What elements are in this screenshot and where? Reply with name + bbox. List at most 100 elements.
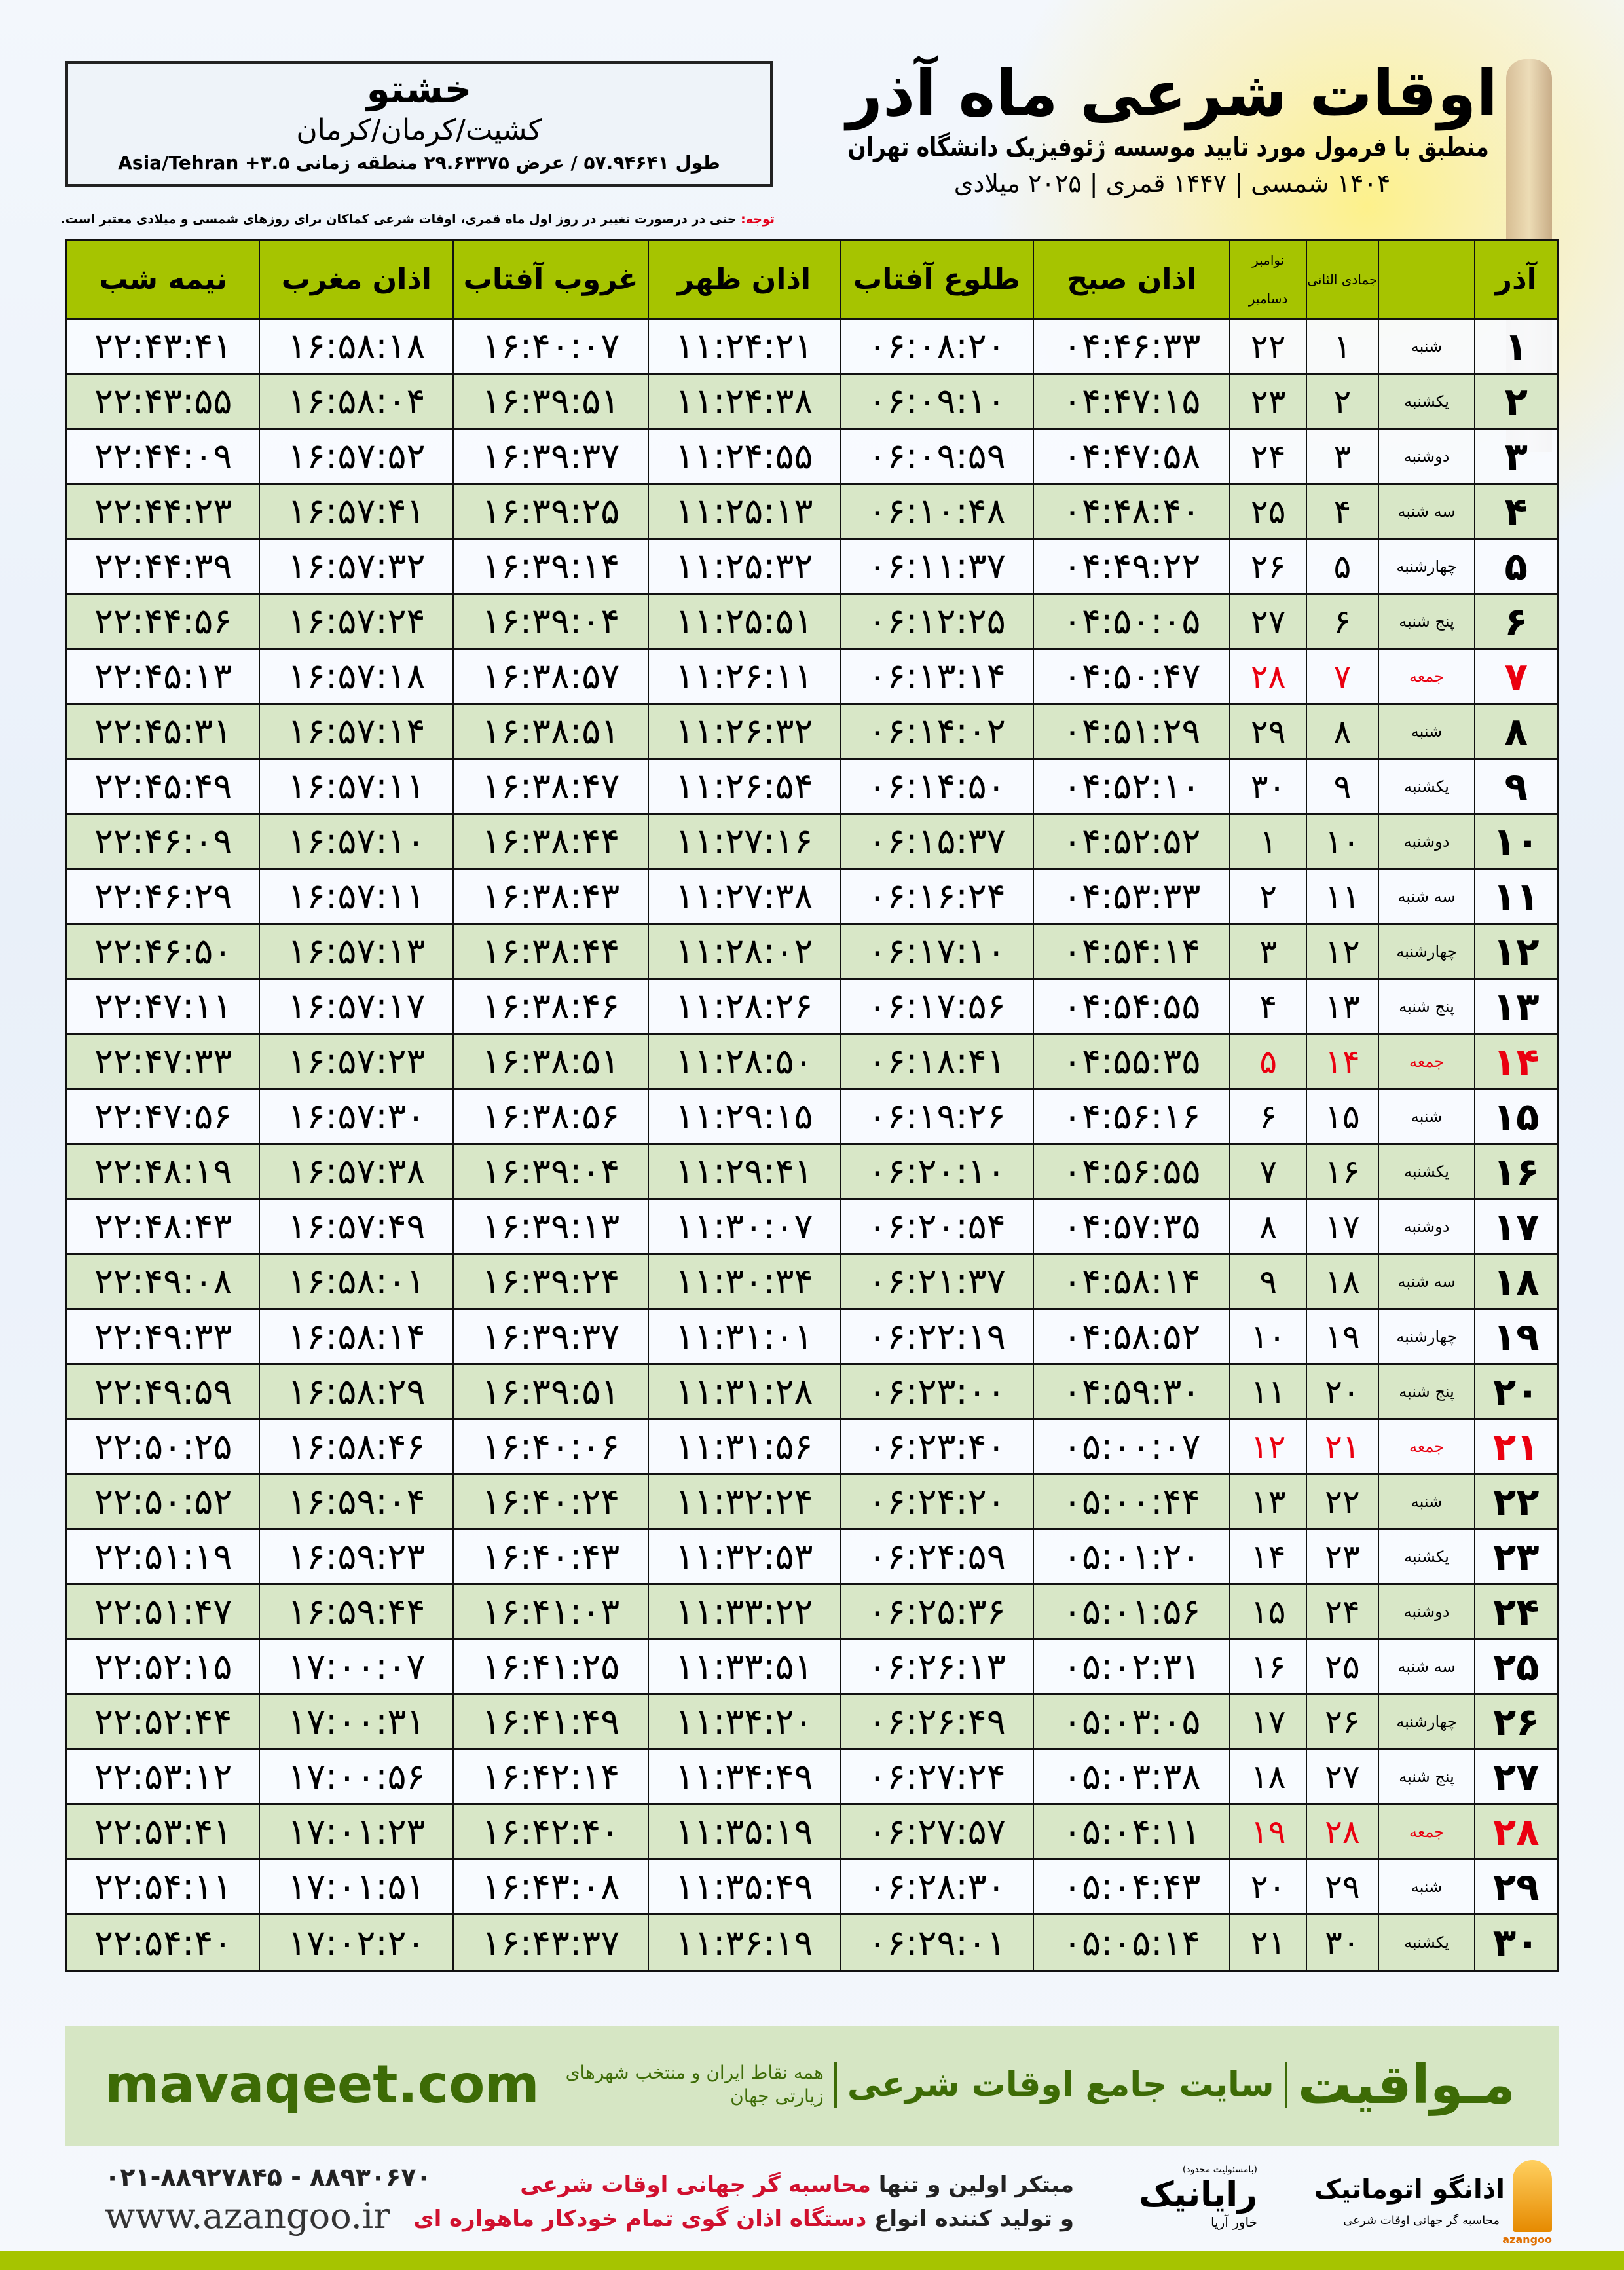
cell-sunrise: ۰۶:۲۶:۱۳ xyxy=(839,1640,1033,1693)
cell-greg: ۲۷ xyxy=(1229,595,1306,648)
cell-sunset: ۱۶:۳۹:۱۳ xyxy=(452,1200,647,1253)
cell-sunrise: ۰۶:۱۹:۲۶ xyxy=(839,1090,1033,1143)
cell-midnight: ۲۲:۴۸:۱۹ xyxy=(94,1151,232,1192)
cell-fajr: ۰۵:۰۰:۰۷ xyxy=(1033,1420,1229,1473)
cell-sunrise: ۰۶:۲۶:۴۹ xyxy=(839,1695,1033,1748)
cell-fajr: ۰۵:۰۱:۵۶ xyxy=(1033,1585,1229,1638)
table-row: ۱۲ چهارشنبه ۱۲ ۳ ۰۴:۵۴:۱۴ ۰۶:۱۷:۱۰ ۱۱:۲۸:۰۲ ۱۶:… xyxy=(67,925,1557,980)
cell-midnight: ۲۲:۴۴:۲۳ xyxy=(94,491,232,532)
cell-fajr: ۰۴:۴۷:۵۸ xyxy=(1033,430,1229,483)
cell-midnight: ۲۲:۵۲:۴۴ xyxy=(94,1701,232,1742)
city-name: خشتو xyxy=(366,67,472,111)
cell-hijri: ۲۶ xyxy=(1306,1695,1378,1748)
cell-day: ۲۰ xyxy=(1474,1365,1557,1418)
table-row: ۲۱ جمعه ۲۱ ۱۲ ۰۵:۰۰:۰۷ ۰۶:۲۳:۴۰ ۱۱:۳۱:۵۶ ۱۶:۴۰:… xyxy=(67,1420,1557,1475)
cell-dhuhr: ۱۱:۲۵:۱۳ xyxy=(647,485,840,538)
cell-dhuhr: ۱۱:۲۴:۲۱ xyxy=(647,320,840,373)
cell-day: ۷ xyxy=(1474,650,1557,703)
cell-greg: ۶ xyxy=(1229,1090,1306,1143)
cell-sunset: ۱۶:۳۹:۳۷ xyxy=(452,1310,647,1363)
cell-sunset: ۱۶:۳۸:۵۷ xyxy=(452,650,647,703)
cell-dhuhr: ۱۱:۲۷:۱۶ xyxy=(647,815,840,868)
promo-line1-highlight: محاسبه گر جهانی اوقات شرعی xyxy=(520,2172,871,2198)
cell-midnight: ۲۲:۴۸:۴۳ xyxy=(94,1206,232,1247)
cell-sunset: ۱۶:۴۰:۰۷ xyxy=(452,320,647,373)
cell-sunset: ۱۶:۳۸:۴۶ xyxy=(452,980,647,1033)
cell-maghrib: ۱۶:۵۷:۲۳ xyxy=(259,1035,452,1088)
azangoo-website[interactable]: www.azangoo.ir xyxy=(105,2195,390,2237)
region-name: کشیت/کرمان/کرمان xyxy=(296,113,542,147)
cell-sunrise: ۰۶:۲۷:۵۷ xyxy=(839,1805,1033,1858)
cell-sunset: ۱۶:۳۸:۵۱ xyxy=(452,1035,647,1088)
cell-day: ۱۱ xyxy=(1474,870,1557,923)
cell-sunrise: ۰۶:۱۴:۵۰ xyxy=(839,760,1033,813)
azangoo-ad: ۰۲۱-۸۸۹۲۷۸۴۵ - ۸۸۹۳۰۶۷۰ www.azangoo.ir م… xyxy=(65,2155,1559,2246)
cell-dhuhr: ۱۱:۳۳:۵۱ xyxy=(647,1640,840,1693)
brand-tagline: سایت جامع اوقات شرعی xyxy=(847,2065,1274,2104)
cell-sunrise: ۰۶:۱۵:۳۷ xyxy=(839,815,1033,868)
cell-weekday: شنبه xyxy=(1377,1475,1475,1528)
cell-weekday: سه شنبه xyxy=(1377,1255,1475,1308)
cell-greg: ۲۹ xyxy=(1229,705,1306,758)
cell-hijri: ۱۹ xyxy=(1306,1310,1378,1363)
cell-greg: ۳۰ xyxy=(1229,760,1306,813)
cell-midnight: ۲۲:۴۶:۵۰ xyxy=(94,931,232,972)
cell-sunrise: ۰۶:۱۷:۵۶ xyxy=(839,980,1033,1033)
cell-fajr: ۰۵:۰۳:۰۵ xyxy=(1033,1695,1229,1748)
cell-day: ۱۶ xyxy=(1474,1145,1557,1198)
table-row: ۲۸ جمعه ۲۸ ۱۹ ۰۵:۰۴:۱۱ ۰۶:۲۷:۵۷ ۱۱:۳۵:۱۹ ۱۶:۴۲:… xyxy=(67,1805,1557,1860)
cell-hijri: ۲۵ xyxy=(1306,1640,1378,1693)
cell-dhuhr: ۱۱:۳۰:۳۴ xyxy=(647,1255,840,1308)
cell-day: ۱۷ xyxy=(1474,1200,1557,1253)
azangoo-sub: محاسبه گر جهانی اوقات شرعی xyxy=(1343,2214,1500,2227)
cell-greg: ۷ xyxy=(1229,1145,1306,1198)
cell-day: ۸ xyxy=(1474,705,1557,758)
col-midnight: نیمه شب xyxy=(99,263,228,296)
col-fajr: اذان صبح xyxy=(1033,241,1229,318)
cell-weekday: یکشنبه xyxy=(1377,375,1475,428)
cell-sunrise: ۰۶:۰۹:۵۹ xyxy=(839,430,1033,483)
cell-midnight: ۲۲:۴۵:۳۱ xyxy=(94,711,232,752)
cell-dhuhr: ۱۱:۳۳:۲۲ xyxy=(647,1585,840,1638)
location-box: خشتو کشیت/کرمان/کرمان طول ۵۷.۹۴۶۴۱ / عرض… xyxy=(65,61,773,187)
cell-sunrise: ۰۶:۲۸:۳۰ xyxy=(839,1860,1033,1913)
cell-sunset: ۱۶:۴۰:۴۳ xyxy=(452,1530,647,1583)
cell-greg: ۱۶ xyxy=(1229,1640,1306,1693)
cell-day: ۹ xyxy=(1474,760,1557,813)
cell-weekday: پنج شنبه xyxy=(1377,980,1475,1033)
cell-maghrib: ۱۶:۵۹:۴۴ xyxy=(259,1585,452,1638)
table-row: ۱۱ سه شنبه ۱۱ ۲ ۰۴:۵۳:۳۳ ۰۶:۱۶:۲۴ ۱۱:۲۷:۳۸ ۱۶:۳… xyxy=(67,870,1557,925)
cell-dhuhr: ۱۱:۲۶:۱۱ xyxy=(647,650,840,703)
cell-midnight: ۲۲:۵۳:۴۱ xyxy=(94,1811,232,1852)
cell-greg: ۲۴ xyxy=(1229,430,1306,483)
cell-maghrib: ۱۶:۵۷:۳۸ xyxy=(259,1145,452,1198)
cell-greg: ۳ xyxy=(1229,925,1306,978)
cell-weekday: چهارشنبه xyxy=(1377,540,1475,593)
cell-hijri: ۲۷ xyxy=(1306,1750,1378,1803)
cell-dhuhr: ۱۱:۳۰:۰۷ xyxy=(647,1200,840,1253)
table-row: ۱۷ دوشنبه ۱۷ ۸ ۰۴:۵۷:۳۵ ۰۶:۲۰:۵۴ ۱۱:۳۰:۰۷ ۱۶:۳۹… xyxy=(67,1200,1557,1255)
cell-sunrise: ۰۶:۲۴:۵۹ xyxy=(839,1530,1033,1583)
cell-sunrise: ۰۶:۰۸:۲۰ xyxy=(839,320,1033,373)
cell-maghrib: ۱۶:۵۸:۰۴ xyxy=(259,375,452,428)
cell-fajr: ۰۴:۴۸:۴۰ xyxy=(1033,485,1229,538)
cell-midnight: ۲۲:۴۹:۰۸ xyxy=(94,1261,232,1302)
table-row: ۱۹ چهارشنبه ۱۹ ۱۰ ۰۴:۵۸:۵۲ ۰۶:۲۲:۱۹ ۱۱:۳۱:۰۱ ۱۶… xyxy=(67,1310,1557,1365)
cell-midnight: ۲۲:۴۴:۳۹ xyxy=(94,546,232,587)
cell-hijri: ۲۸ xyxy=(1306,1805,1378,1858)
cell-maghrib: ۱۶:۵۷:۲۴ xyxy=(259,595,452,648)
cell-sunset: ۱۶:۴۲:۴۰ xyxy=(452,1805,647,1858)
cell-midnight: ۲۲:۴۷:۱۱ xyxy=(94,986,232,1027)
rayanik-note: (بامسئولیت محدود) xyxy=(1182,2165,1257,2175)
cell-midnight: ۲۲:۵۲:۱۵ xyxy=(94,1646,232,1687)
cell-maghrib: ۱۶:۵۷:۴۹ xyxy=(259,1200,452,1253)
mavaqeet-url[interactable]: mavaqeet.com xyxy=(105,2054,540,2115)
table-row: ۲۷ پنج شنبه ۲۷ ۱۸ ۰۵:۰۳:۳۸ ۰۶:۲۷:۲۴ ۱۱:۳۴:۴۹ ۱۶… xyxy=(67,1750,1557,1805)
cell-midnight: ۲۲:۴۵:۴۹ xyxy=(94,766,232,807)
cell-greg: ۴ xyxy=(1229,980,1306,1033)
table-row: ۲۵ سه شنبه ۲۵ ۱۶ ۰۵:۰۲:۳۱ ۰۶:۲۶:۱۳ ۱۱:۳۳:۵۱ ۱۶:… xyxy=(67,1640,1557,1695)
cell-greg: ۱۸ xyxy=(1229,1750,1306,1803)
cell-fajr: ۰۵:۰۲:۳۱ xyxy=(1033,1640,1229,1693)
cell-midnight: ۲۲:۴۴:۰۹ xyxy=(94,436,232,477)
cell-hijri: ۵ xyxy=(1306,540,1378,593)
